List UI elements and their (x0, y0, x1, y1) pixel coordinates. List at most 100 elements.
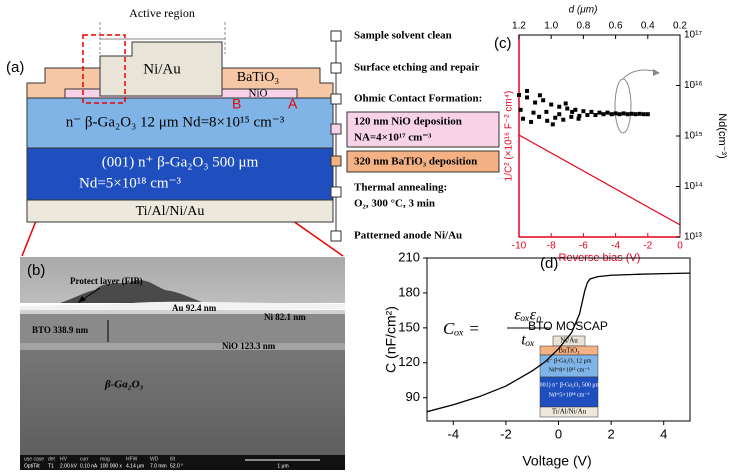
annotation: BTO 338.9 nm (32, 325, 89, 335)
inset-label: Nd=5×10¹⁸ cm⁻³ (549, 392, 590, 398)
x2-tick-label: 0.6 (609, 21, 623, 32)
step-highlight (346, 150, 500, 173)
process-flow: Sample solvent clean Surface etching and… (330, 30, 500, 242)
x2-tick-label: 1.2 (512, 21, 526, 32)
sem-info-value: 7.0 mm (150, 463, 167, 469)
data-point (553, 115, 558, 120)
y-axis-label: 1/C² (×10¹⁶ F⁻² cm⁴) (504, 91, 515, 182)
x-tick-label: -4 (611, 241, 620, 252)
step-text: NA=4×10¹⁷ cm⁻³ (354, 132, 432, 144)
x2-tick-label: 0.8 (576, 21, 590, 32)
step-box (330, 62, 342, 74)
x-tick-label: -4 (448, 426, 460, 441)
x-tick-label: -2 (500, 426, 512, 441)
data-point (569, 114, 574, 119)
annotation: Au 92.4 nm (172, 303, 217, 313)
data-point (609, 112, 614, 117)
bto-layer (20, 314, 345, 343)
y-tick-label: 120 (398, 354, 420, 369)
sem-info-value: 52.0 ° (170, 463, 183, 469)
step-text: Sample solvent clean (354, 30, 452, 42)
data-point (641, 112, 646, 117)
y-tick-label: 210 (398, 249, 420, 264)
layer-label: (001) n⁺ β-Ga₂O₃ 500 μm (102, 154, 259, 170)
step-box (330, 123, 342, 135)
step-highlight (346, 111, 500, 148)
data-point (570, 109, 575, 114)
x-tick-label: 2 (607, 426, 614, 441)
zoom-box (82, 34, 126, 104)
sem-info-head: WD (150, 456, 159, 462)
inset-label: Nd=8×10¹⁵ cm⁻³ (549, 367, 590, 373)
step-box (330, 186, 342, 198)
nio-layer (20, 343, 345, 350)
data-point (557, 104, 562, 109)
x2-axis-label: d (μm) (569, 5, 598, 16)
guide-oval (614, 78, 632, 134)
sem-info-value: 0.10 nA (80, 463, 98, 469)
x-tick-label: -2 (643, 241, 652, 252)
x-tick-label: -6 (579, 241, 588, 252)
inset-label: (001) n⁺ β-Ga₂O₃ 500 μm (538, 381, 601, 388)
arrow-head (78, 296, 86, 303)
data-point (518, 107, 523, 112)
data-point (565, 106, 570, 111)
equation-denominator: tₒₓ (521, 332, 535, 349)
data-point (550, 122, 555, 127)
step-text: 320 nm BaTiO₃ deposition (354, 156, 477, 168)
data-point (581, 109, 586, 114)
data-point (605, 110, 610, 115)
y-tick-label: 90 (406, 389, 420, 404)
layer-label: Ti/Al/Ni/Au (136, 204, 205, 219)
data-point (613, 111, 618, 116)
data-point (545, 118, 550, 123)
sem-info-head: HV (60, 456, 68, 462)
layer-label: n⁻ β-Ga₂O₃ 12 μm Nd=8×10¹⁵ cm⁻³ (66, 114, 285, 130)
inset-title: BTO MOSCAP (528, 319, 608, 333)
data-point (629, 111, 634, 116)
x-axis-label: Voltage (V) (522, 453, 591, 469)
data-point (633, 112, 638, 117)
x2-tick-label: 1.0 (544, 21, 558, 32)
data-point (621, 111, 626, 116)
arrow (81, 287, 101, 301)
inset-label: n⁻ β-Ga₂O₃ 12 μm (546, 358, 591, 364)
sem-info-value: 100 000 x (100, 463, 122, 469)
layer-label: Nd=5×10¹⁸ cm⁻³ (79, 175, 181, 191)
protect-layer (60, 280, 205, 303)
data-point (537, 114, 542, 119)
data-point (537, 93, 542, 98)
step-text: Surface etching and repair (354, 62, 479, 74)
y2-tick-label: 10¹³ (684, 232, 702, 243)
sem-info-head: det (48, 456, 56, 462)
panel-label: (d) (540, 255, 558, 272)
sem-info-value: 2.00 kV (60, 463, 78, 469)
equation: Cₒₓ = εₒₓε₀ tₒₓ (443, 307, 550, 349)
step-text: Patterned anode Ni/Au (354, 230, 462, 242)
panel-b: (b) Protect layer (FIB) Au 92.4 nm Ni 82… (20, 257, 345, 470)
data-point (597, 110, 602, 115)
step-box (330, 30, 342, 42)
panel-label: (c) (494, 35, 512, 52)
data-point (529, 119, 534, 124)
data-point (544, 109, 549, 114)
inset-substrate (539, 376, 599, 408)
layer-label: Ni/Au (143, 61, 181, 77)
sem-info-value: OptiTilt (24, 463, 40, 469)
sem-info-value: T1 (48, 463, 54, 469)
data-point (576, 116, 581, 121)
annotation: Active region (129, 6, 195, 20)
drift-layer (26, 97, 334, 149)
layer-label: NiO (249, 88, 268, 100)
sem-info-head: mag (100, 456, 110, 462)
anode (99, 41, 223, 97)
substrate-layer (26, 147, 334, 201)
au-layer (20, 301, 345, 311)
sem-info-head: use case (24, 456, 44, 462)
step-text: Ohmic Contact Formation: (354, 93, 482, 105)
ni-layer (20, 310, 345, 314)
y2-tick-label: 10¹⁷ (684, 30, 702, 41)
y2-axis-label: Nd(cm⁻³) (716, 113, 728, 159)
inset: BTO MOSCAP Ni/Au BaTiO₃ n⁻ β-Ga₂O₃ 12 μm… (528, 319, 608, 418)
arrow-head (653, 69, 660, 76)
